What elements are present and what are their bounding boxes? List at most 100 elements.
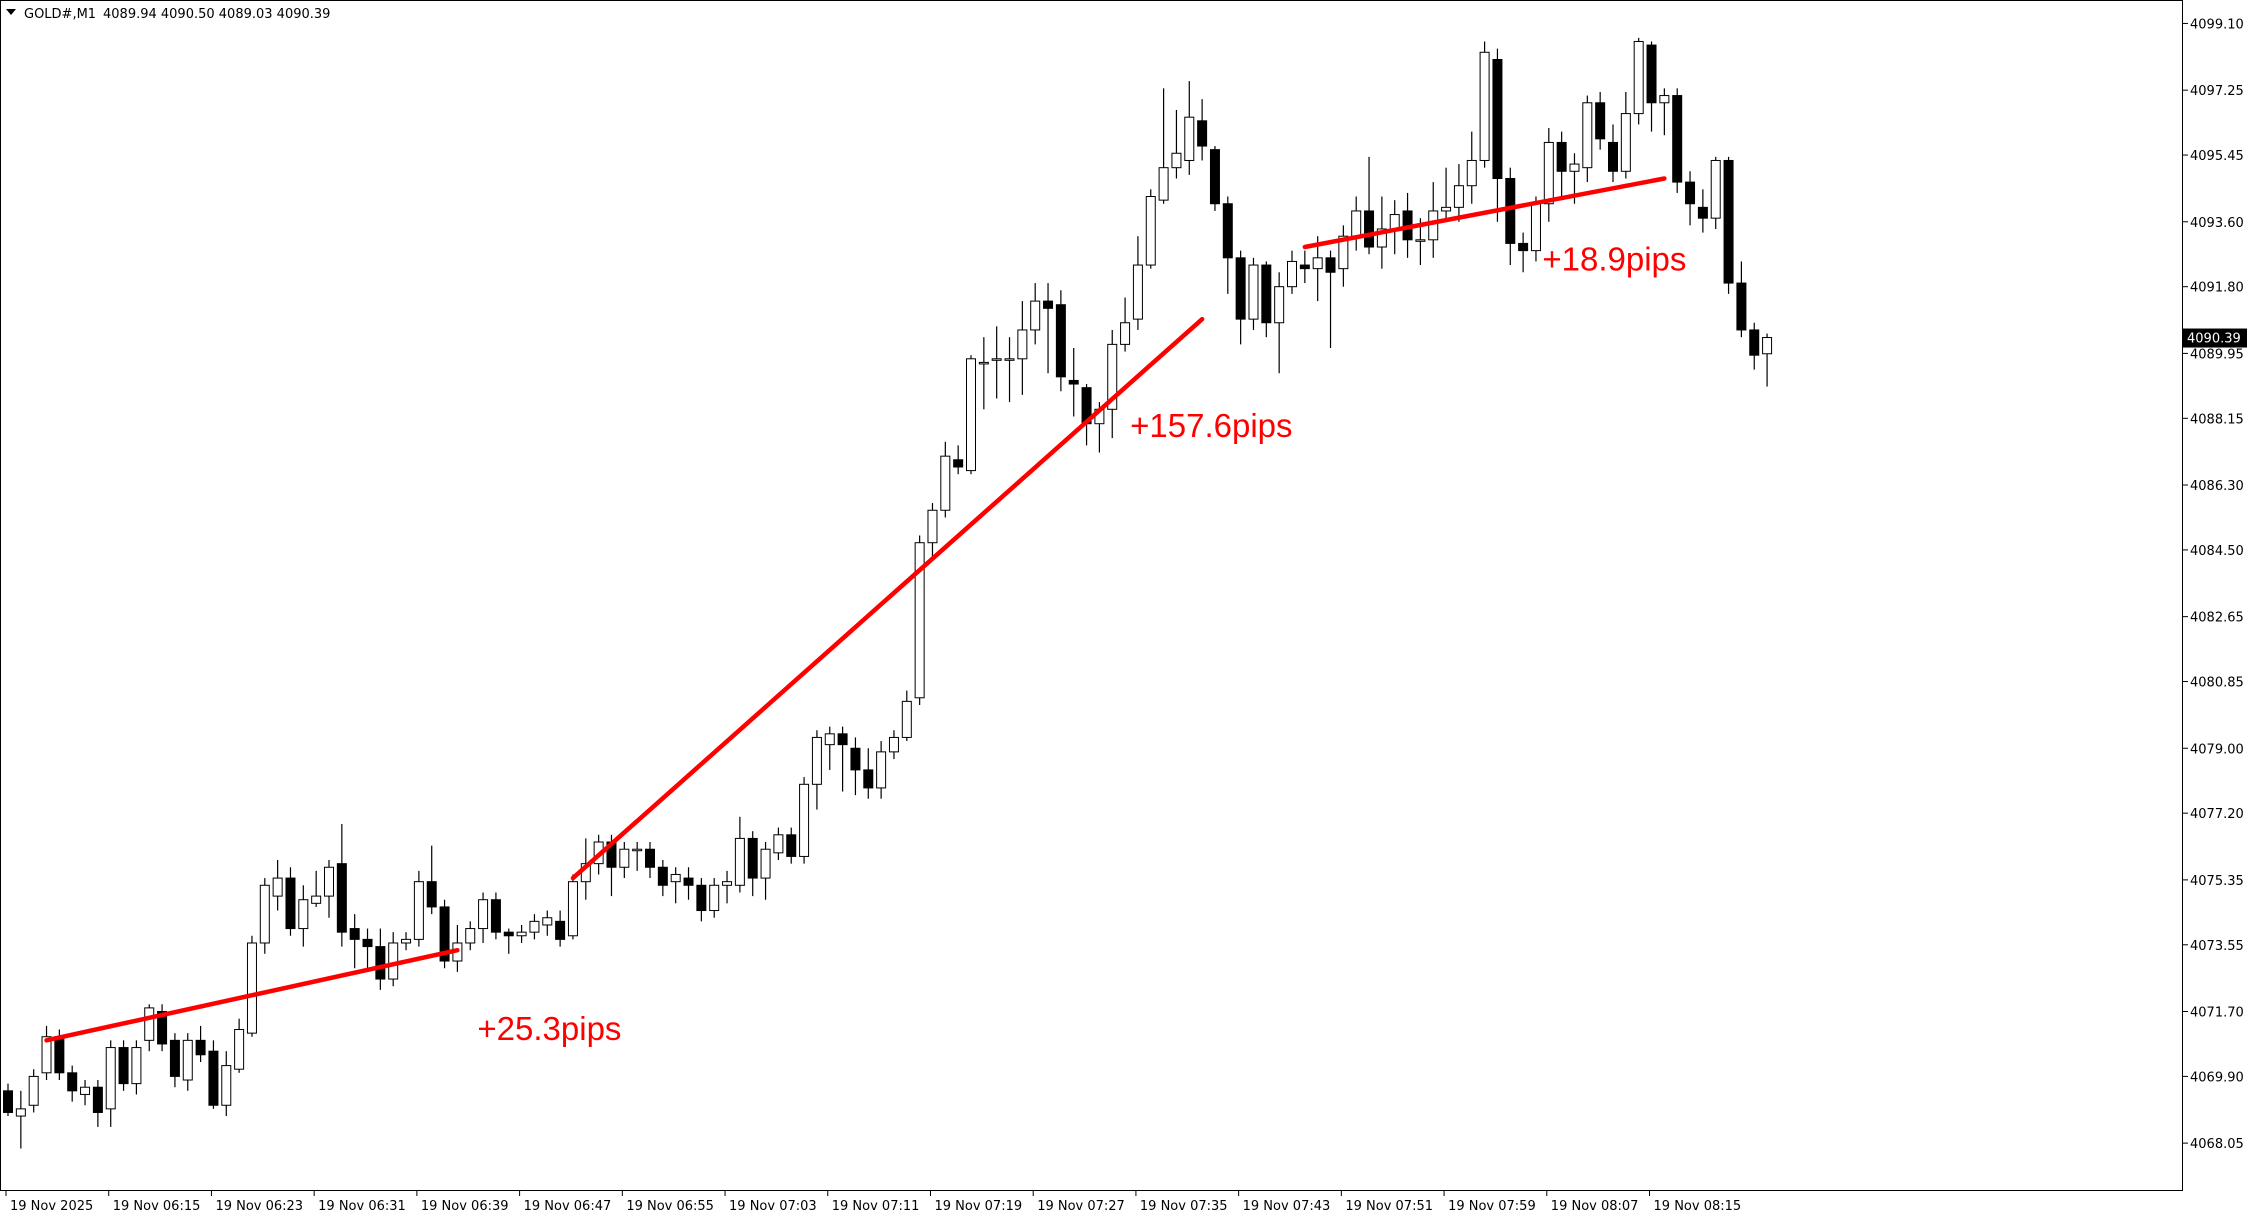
time-axis[interactable]: 19 Nov 2025 19 Nov 06:15 19 Nov 06:23 19 No… xyxy=(5,1190,1741,1214)
candle-body xyxy=(1287,260,1297,288)
annotations-layer: +25.3pips +157.6pips +18.9pips xyxy=(44,176,1686,1047)
candle xyxy=(234,1018,245,1073)
candles-layer xyxy=(3,37,1773,1149)
candle-body xyxy=(80,1086,91,1095)
candle xyxy=(1453,164,1464,222)
candle-body xyxy=(567,881,578,937)
price-tick-label: 4099.10 xyxy=(2190,17,2244,32)
candle xyxy=(413,870,424,947)
candle xyxy=(1107,329,1118,439)
candle-body xyxy=(503,931,514,937)
pips-label: +18.9pips xyxy=(1542,241,1686,278)
candle-body xyxy=(1762,337,1773,355)
candle-body xyxy=(426,881,437,908)
trend-line[interactable] xyxy=(1302,176,1667,250)
candle-body xyxy=(1608,141,1618,172)
candle-body xyxy=(401,938,412,944)
candle xyxy=(824,726,835,770)
candle-body xyxy=(747,837,758,879)
candle-body xyxy=(1107,343,1118,410)
candle-body xyxy=(1672,95,1683,183)
candle-body xyxy=(1569,163,1580,172)
time-tick-label: 19 Nov 07:59 xyxy=(1448,1199,1536,1214)
time-tick-label: 19 Nov 07:11 xyxy=(832,1199,920,1214)
candle-body xyxy=(490,899,501,933)
candle xyxy=(478,892,489,943)
price-axis[interactable]: 4099.10 4097.25 4095.45 4093.60 4091.80 4089.… xyxy=(2182,17,2244,1152)
candle xyxy=(1749,322,1760,370)
candle-body xyxy=(516,931,527,937)
candle xyxy=(1120,297,1131,352)
triangle-down-icon[interactable] xyxy=(6,9,16,15)
candle xyxy=(1274,272,1285,374)
candle xyxy=(1261,261,1272,338)
candle xyxy=(1068,347,1079,417)
candle xyxy=(67,1065,78,1102)
candle-body xyxy=(1710,159,1721,219)
candle-body xyxy=(1518,242,1529,252)
candle-body xyxy=(1659,95,1670,104)
candle xyxy=(632,842,643,871)
candle xyxy=(786,827,797,864)
candle xyxy=(259,878,270,954)
candle-body xyxy=(1441,206,1452,212)
candle-body xyxy=(221,1065,232,1106)
candle xyxy=(182,1033,193,1091)
candle-body xyxy=(670,873,681,883)
candle-body xyxy=(773,834,784,854)
candle-body xyxy=(722,881,733,886)
candle-body xyxy=(336,863,347,933)
pips-label: +25.3pips xyxy=(477,1010,621,1047)
candle-body xyxy=(169,1039,180,1077)
pips-label: +157.6pips xyxy=(1130,407,1292,444)
trend-line[interactable] xyxy=(570,316,1205,881)
candle-body xyxy=(1312,257,1323,270)
candle-body xyxy=(465,928,476,944)
candle xyxy=(1620,91,1631,179)
candle-body xyxy=(15,1108,26,1117)
candle xyxy=(298,885,309,947)
trend-line[interactable] xyxy=(44,947,460,1043)
candle xyxy=(555,910,566,947)
candle-body xyxy=(555,920,566,940)
candle xyxy=(1608,124,1618,183)
candle xyxy=(529,914,540,940)
price-tick-label: 4075.35 xyxy=(2190,874,2244,889)
candle xyxy=(1184,81,1195,175)
candle xyxy=(324,860,334,918)
candle-body xyxy=(67,1072,78,1092)
candle xyxy=(1479,41,1490,168)
time-tick-label: 19 Nov 06:31 xyxy=(318,1199,406,1214)
time-tick-label: 19 Nov 07:27 xyxy=(1037,1199,1125,1214)
candle xyxy=(940,441,951,518)
candle xyxy=(1171,109,1182,179)
price-tick-label: 4068.05 xyxy=(2190,1137,2244,1152)
time-tick-label: 19 Nov 06:39 xyxy=(421,1199,509,1214)
candle-body xyxy=(1415,239,1426,242)
candle xyxy=(144,1004,155,1052)
plot-area[interactable] xyxy=(0,0,2183,1191)
candle-body xyxy=(1646,44,1657,104)
candle xyxy=(92,1080,103,1127)
candle-body xyxy=(1043,300,1054,309)
candle xyxy=(567,874,578,940)
candle xyxy=(888,730,899,760)
candle xyxy=(657,860,668,897)
candle xyxy=(1466,131,1477,204)
candle xyxy=(1518,232,1529,273)
time-tick-label: 19 Nov 07:03 xyxy=(729,1199,817,1214)
current-price-value: 4090.39 xyxy=(2187,332,2241,347)
candle-body xyxy=(144,1007,155,1041)
candle-body xyxy=(131,1047,142,1085)
candle-body xyxy=(1145,196,1156,266)
candle-body xyxy=(709,884,720,912)
candle-body xyxy=(991,358,1002,361)
candle xyxy=(1492,48,1503,222)
candle-body xyxy=(298,899,309,930)
candle xyxy=(1299,250,1310,284)
candle xyxy=(709,878,720,918)
time-tick-label: 19 Nov 08:07 xyxy=(1551,1199,1639,1214)
candle-body xyxy=(542,917,553,926)
